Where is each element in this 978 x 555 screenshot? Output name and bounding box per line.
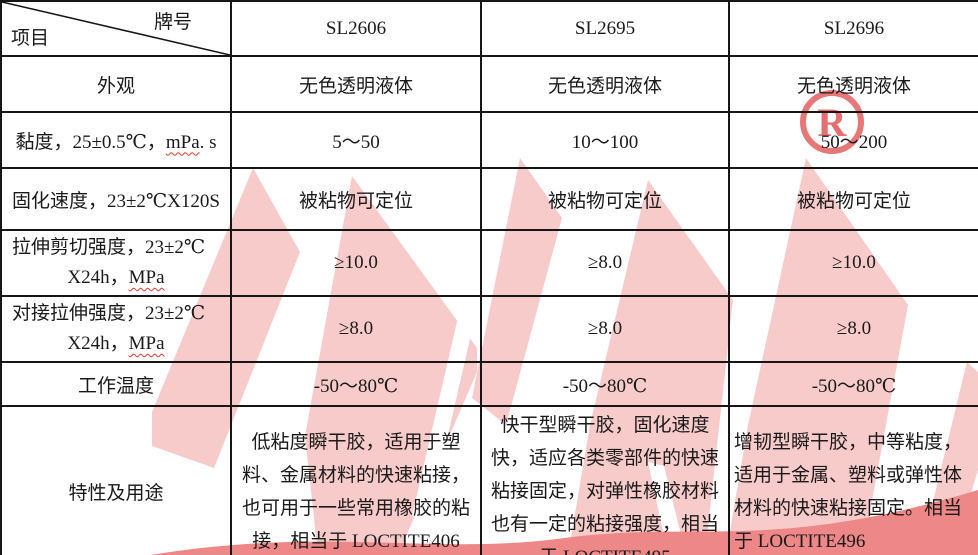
cell-features-3: 增韧型瞬干胶，中等粘度，适用于金属、塑料或弹性体材料的快速粘接固定。相当于 LO… xyxy=(728,405,978,555)
cell-tensile-1: ≥8.0 xyxy=(230,295,482,363)
cell-tensile-2: ≥8.0 xyxy=(480,295,730,363)
table-row-appearance: 外观 无色透明液体 无色透明液体 无色透明液体 xyxy=(0,55,978,113)
cell-appearance-2: 无色透明液体 xyxy=(480,55,730,113)
table-row-butt-tensile: 对接拉伸强度，23±2℃ X24h，MPa ≥8.0 ≥8.0 ≥8.0 xyxy=(0,295,978,363)
diagonal-divider xyxy=(3,3,229,54)
table-row-working-temp: 工作温度 -50～80℃ -50～80℃ -50～80℃ xyxy=(0,361,978,407)
brand-header-sl2696: SL2696 xyxy=(728,0,978,57)
shear-label-line1: 拉伸剪切强度，23±2℃ xyxy=(12,237,206,258)
cell-viscosity-2: 10～100 xyxy=(480,111,730,169)
row-label-viscosity: 黏度，25±0.5℃，mPa. s xyxy=(0,111,232,169)
cell-cure-3: 被粘物可定位 xyxy=(728,167,978,231)
corner-header-cell: 牌号 项目 xyxy=(0,0,232,57)
cell-viscosity-1: 5～50 xyxy=(230,111,482,169)
row-label-features: 特性及用途 xyxy=(0,405,232,555)
cell-shear-1: ≥10.0 xyxy=(230,229,482,297)
cell-shear-3: ≥10.0 xyxy=(728,229,978,297)
cell-shear-2: ≥8.0 xyxy=(480,229,730,297)
table-row-features: 特性及用途 低粘度瞬干胶，适用于塑料、金属材料的快速粘接，也可用于一些常用橡胶的… xyxy=(0,405,978,555)
cell-appearance-1: 无色透明液体 xyxy=(230,55,482,113)
cell-temp-2: -50～80℃ xyxy=(480,361,730,407)
brand-header-sl2695: SL2695 xyxy=(480,0,730,57)
table-row-viscosity: 黏度，25±0.5℃，mPa. s 5～50 10～100 50～200 xyxy=(0,111,978,169)
cell-temp-1: -50～80℃ xyxy=(230,361,482,407)
table-row-cure-speed: 固化速度，23±2℃X120S 被粘物可定位 被粘物可定位 被粘物可定位 xyxy=(0,167,978,231)
row-label-working-temp: 工作温度 xyxy=(0,361,232,407)
viscosity-label-text: 黏度，25±0.5℃， xyxy=(15,131,166,153)
viscosity-unit-suffix: . s xyxy=(199,131,217,153)
cell-viscosity-3: 50～200 xyxy=(728,111,978,169)
brand-header-sl2606: SL2606 xyxy=(230,0,482,57)
shear-unit-misspell: MPa xyxy=(128,267,165,288)
table-row-header: 牌号 项目 SL2606 SL2695 SL2696 xyxy=(0,0,978,57)
cell-features-1: 低粘度瞬干胶，适用于塑料、金属材料的快速粘接，也可用于一些常用橡胶的粘接，相当于… xyxy=(230,405,482,555)
row-label-shear-strength: 拉伸剪切强度，23±2℃ X24h，MPa xyxy=(0,229,232,297)
cell-appearance-3: 无色透明液体 xyxy=(728,55,978,113)
corner-brand-label: 牌号 xyxy=(153,12,192,33)
cell-tensile-3: ≥8.0 xyxy=(728,295,978,363)
cell-temp-3: -50～80℃ xyxy=(728,361,978,407)
viscosity-unit-misspell: mPa xyxy=(165,131,200,153)
row-label-appearance: 外观 xyxy=(0,55,232,113)
shear-label-line2: X24h，MPa xyxy=(67,267,165,288)
cell-cure-2: 被粘物可定位 xyxy=(480,167,730,231)
tensile-unit-misspell: MPa xyxy=(128,333,165,354)
table-row-shear-strength: 拉伸剪切强度，23±2℃ X24h，MPa ≥10.0 ≥8.0 ≥10.0 xyxy=(0,229,978,297)
row-label-cure-speed: 固化速度，23±2℃X120S xyxy=(0,167,232,231)
tensile-label-line2: X24h，MPa xyxy=(67,333,165,354)
row-label-butt-tensile: 对接拉伸强度，23±2℃ X24h，MPa xyxy=(0,295,232,363)
corner-item-label: 项目 xyxy=(11,28,50,49)
cell-features-2: 快干型瞬干胶，固化速度快，适应各类零部件的快速粘接固定，对弹性橡胶材料也有一定的… xyxy=(480,405,730,555)
cell-cure-1: 被粘物可定位 xyxy=(230,167,482,231)
tensile-label-line1: 对接拉伸强度，23±2℃ xyxy=(12,303,206,324)
